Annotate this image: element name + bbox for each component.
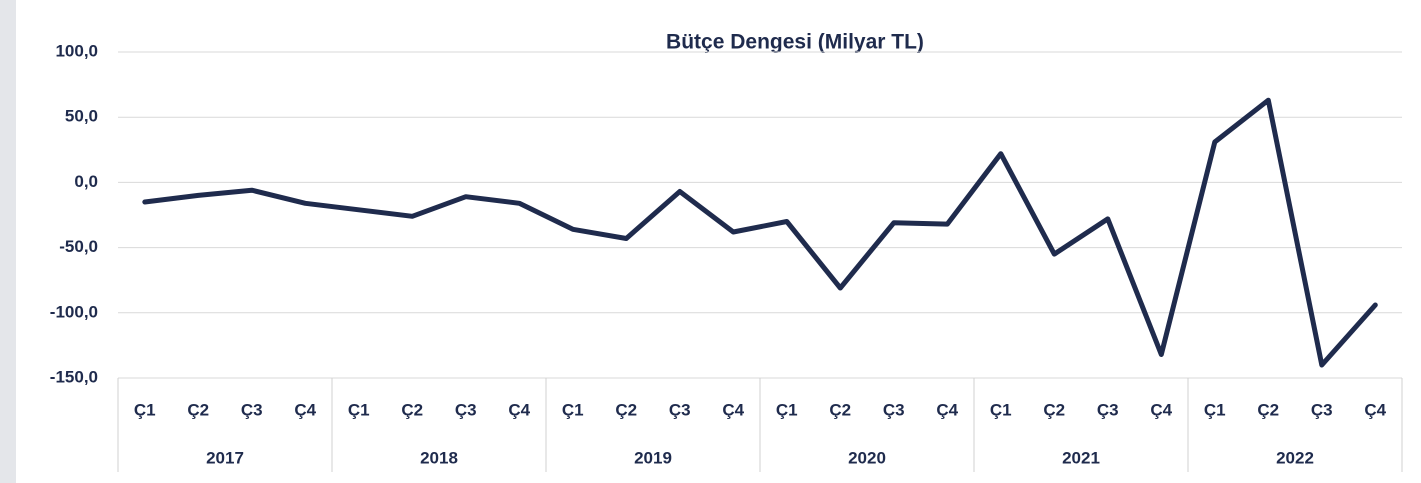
x-tick-label: Ç3 xyxy=(241,400,263,419)
x-tick-label: Ç2 xyxy=(1257,400,1279,419)
x-group-label: 2018 xyxy=(420,448,458,467)
x-tick-label: Ç2 xyxy=(615,400,637,419)
x-tick-label: Ç4 xyxy=(294,400,316,419)
x-tick-label: Ç2 xyxy=(1043,400,1065,419)
x-tick-label: Ç3 xyxy=(1097,400,1119,419)
x-tick-label: Ç1 xyxy=(562,400,584,419)
x-tick-label: Ç1 xyxy=(348,400,370,419)
x-tick-label: Ç1 xyxy=(776,400,798,419)
x-tick-label: Ç1 xyxy=(1204,400,1226,419)
x-tick-label: Ç4 xyxy=(722,400,744,419)
x-group-label: 2021 xyxy=(1062,448,1100,467)
y-tick-label: -100,0 xyxy=(50,302,98,321)
x-tick-label: Ç3 xyxy=(455,400,477,419)
x-tick-label: Ç2 xyxy=(829,400,851,419)
x-tick-label: Ç4 xyxy=(508,400,530,419)
chart-title: Bütçe Dengesi (Milyar TL) xyxy=(666,31,924,54)
y-tick-label: 0,0 xyxy=(74,172,98,191)
x-tick-label: Ç1 xyxy=(134,400,156,419)
x-tick-label: Ç4 xyxy=(936,400,958,419)
y-tick-label: 100,0 xyxy=(55,41,98,60)
x-tick-label: Ç3 xyxy=(1311,400,1333,419)
x-tick-label: Ç3 xyxy=(669,400,691,419)
x-group-label: 2022 xyxy=(1276,448,1314,467)
x-tick-label: Ç4 xyxy=(1364,400,1386,419)
y-tick-label: -150,0 xyxy=(50,367,98,386)
x-tick-label: Ç1 xyxy=(990,400,1012,419)
x-group-label: 2019 xyxy=(634,448,672,467)
x-tick-label: Ç4 xyxy=(1150,400,1172,419)
data-line xyxy=(142,97,1378,368)
x-group-label: 2020 xyxy=(848,448,886,467)
x-tick-label: Ç3 xyxy=(883,400,905,419)
x-tick-label: Ç2 xyxy=(187,400,209,419)
x-group-label: 2017 xyxy=(206,448,244,467)
y-tick-label: 50,0 xyxy=(65,107,98,126)
x-tick-label: Ç2 xyxy=(401,400,423,419)
chart-background xyxy=(16,0,1421,483)
y-tick-label: -50,0 xyxy=(59,237,98,256)
